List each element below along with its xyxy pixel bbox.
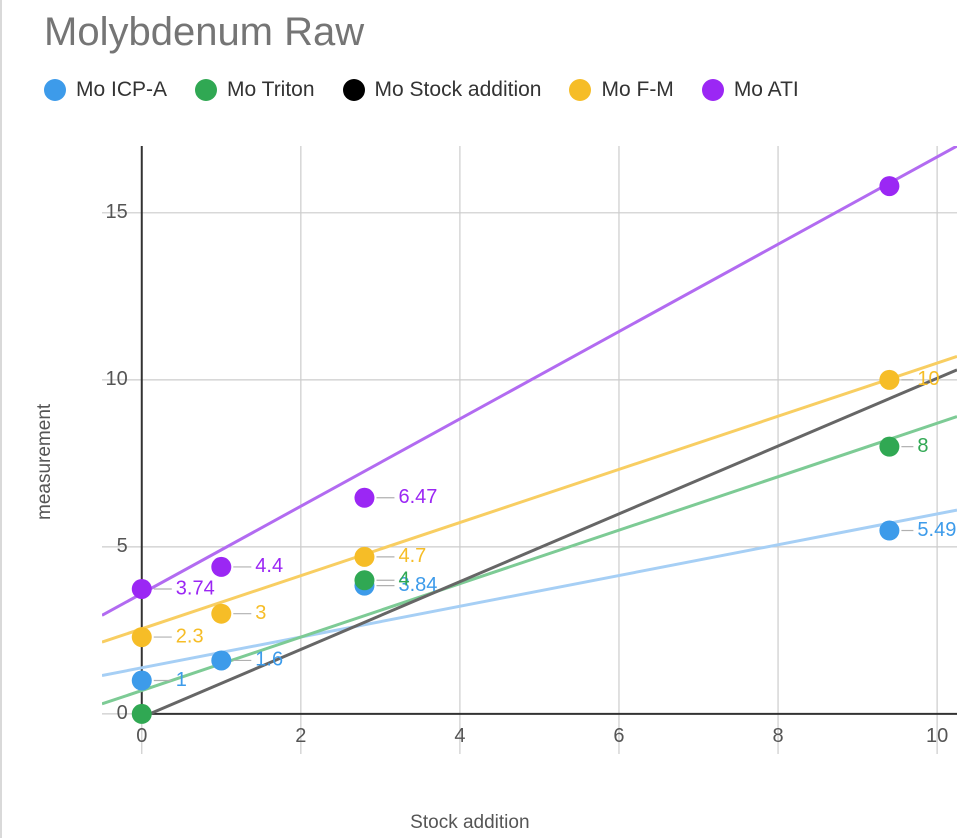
legend-label: Mo Stock addition [375,78,542,102]
legend-label: Mo ATI [734,78,799,102]
data-point[interactable] [354,570,374,590]
data-point[interactable] [132,627,152,647]
data-label: 2.3 [176,625,204,647]
data-label: 1 [176,669,187,691]
data-label: 10 [917,368,939,390]
svg-text:10: 10 [106,368,128,390]
data-point[interactable] [132,671,152,691]
data-point[interactable] [211,650,231,670]
data-point[interactable] [132,579,152,599]
data-label: 3.74 [176,577,215,599]
legend-marker-icon [44,79,66,101]
data-label: 3 [255,602,266,624]
svg-text:5: 5 [117,535,128,557]
data-point[interactable] [879,521,899,541]
data-point[interactable] [211,557,231,577]
legend-label: Mo ICP-A [76,78,167,102]
chart-container: Molybdenum Raw Mo ICP-A Mo Triton Mo Stock… [0,0,970,838]
svg-text:2: 2 [295,725,306,747]
data-label: 6.47 [398,486,437,508]
svg-text:6: 6 [613,725,624,747]
trend-lines [102,146,957,717]
legend-marker-icon [569,79,591,101]
legend-item[interactable]: Mo Triton [195,78,315,102]
svg-text:8: 8 [772,725,783,747]
trend-line [102,356,957,642]
data-label: 5.49 [917,519,956,541]
legend: Mo ICP-A Mo Triton Mo Stock addition Mo F-M… [44,78,799,102]
tick-labels: 0 5 10 15 0 2 4 6 8 10 [106,201,949,747]
x-axis-label: Stock addition [410,812,529,834]
y-axis-label: measurement [34,404,56,520]
legend-item[interactable]: Mo ATI [702,78,799,102]
svg-text:0: 0 [136,725,147,747]
plot-svg: 051015024681011.63.845.49482.334.7103.74… [102,146,957,754]
plot-area: 051015024681011.63.845.49482.334.7103.74… [102,146,957,754]
data-point[interactable] [354,547,374,567]
data-point[interactable] [211,604,231,624]
legend-marker-icon [702,79,724,101]
svg-text:10: 10 [926,725,948,747]
legend-label: Mo F-M [601,78,673,102]
data-label: 1.6 [255,649,283,671]
data-point[interactable] [879,370,899,390]
legend-marker-icon [343,79,365,101]
data-label: 4.4 [255,555,283,577]
axes [142,146,957,714]
legend-label: Mo Triton [227,78,315,102]
trend-line [102,510,957,675]
svg-text:15: 15 [106,201,128,223]
legend-item[interactable]: Mo ICP-A [44,78,167,102]
data-label: 8 [917,435,928,457]
data-point[interactable] [879,437,899,457]
svg-text:4: 4 [454,725,465,747]
trend-line [102,146,957,615]
chart-title: Molybdenum Raw [44,10,364,55]
data-label: 4.7 [398,545,426,567]
data-label: 4 [398,569,409,591]
svg-text:0: 0 [117,702,128,724]
data-points: 11.63.845.49482.334.7103.744.46.47 [132,176,957,724]
legend-item[interactable]: Mo F-M [569,78,673,102]
data-point[interactable] [354,488,374,508]
data-point[interactable] [132,704,152,724]
data-point[interactable] [879,176,899,196]
legend-item[interactable]: Mo Stock addition [343,78,542,102]
legend-marker-icon [195,79,217,101]
